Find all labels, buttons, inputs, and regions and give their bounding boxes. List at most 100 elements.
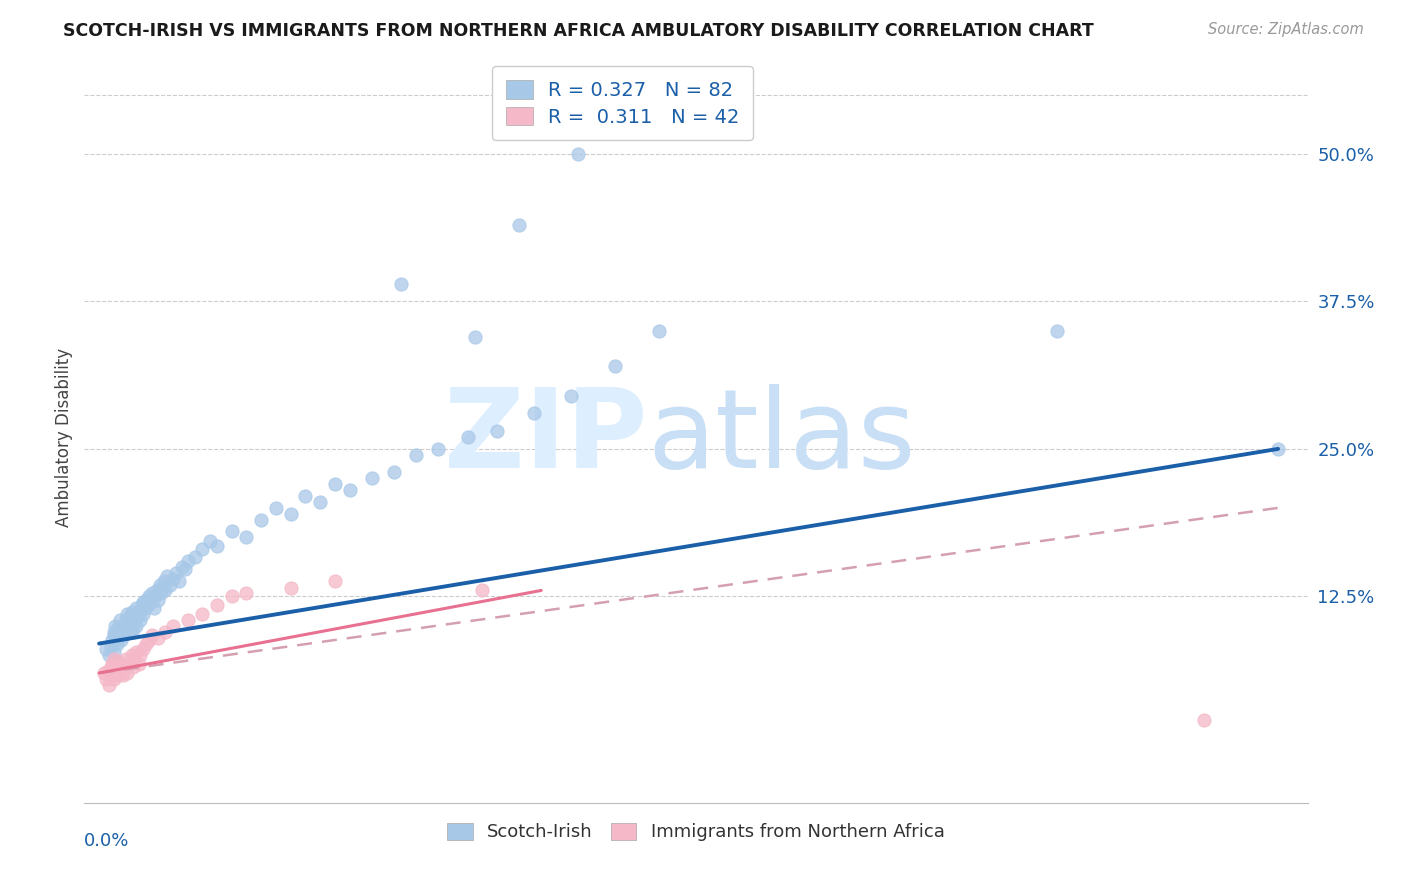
Point [100, 660, 122, 674]
Point [155, 583, 177, 598]
Point [176, 554, 198, 568]
Point [141, 628, 163, 642]
Point [427, 442, 450, 456]
Point [96, 642, 118, 657]
Point [114, 652, 136, 666]
Point [103, 672, 125, 686]
Point [235, 586, 257, 600]
Point [97, 664, 120, 678]
Point [648, 324, 671, 338]
Y-axis label: Ambulatory Disability: Ambulatory Disability [55, 348, 73, 526]
Point [129, 648, 152, 663]
Point [110, 657, 132, 671]
Point [323, 574, 346, 588]
Point [360, 471, 382, 485]
Point [114, 613, 136, 627]
Point [114, 621, 136, 635]
Point [98, 678, 121, 692]
Point [323, 477, 346, 491]
Point [156, 569, 179, 583]
Point [389, 277, 412, 291]
Point [101, 632, 124, 647]
Point [129, 613, 152, 627]
Point [165, 566, 187, 580]
Point [117, 657, 139, 671]
Point [153, 574, 176, 588]
Point [464, 330, 486, 344]
Point [105, 660, 128, 674]
Point [264, 500, 287, 515]
Point [191, 542, 214, 557]
Point [138, 590, 160, 604]
Text: SCOTCH-IRISH VS IMMIGRANTS FROM NORTHERN AFRICA AMBULATORY DISABILITY CORRELATIO: SCOTCH-IRISH VS IMMIGRANTS FROM NORTHERN… [63, 22, 1094, 40]
Point [124, 613, 146, 627]
Point [93, 666, 115, 681]
Point [105, 636, 128, 650]
Point [280, 581, 302, 595]
Point [125, 619, 148, 633]
Point [107, 621, 129, 635]
Point [103, 624, 125, 639]
Point [132, 607, 155, 621]
Point [508, 218, 530, 232]
Point [382, 466, 405, 480]
Point [235, 530, 257, 544]
Point [457, 430, 479, 444]
Point [138, 632, 160, 647]
Point [150, 586, 173, 600]
Point [471, 583, 494, 598]
Point [485, 424, 508, 438]
Point [152, 581, 174, 595]
Point [135, 593, 157, 607]
Point [108, 664, 131, 678]
Point [107, 668, 129, 682]
Point [117, 624, 139, 639]
Point [139, 595, 162, 609]
Point [155, 624, 177, 639]
Point [146, 593, 169, 607]
Point [135, 636, 157, 650]
Point [205, 598, 228, 612]
Point [145, 583, 167, 598]
Point [134, 601, 156, 615]
Point [250, 513, 273, 527]
Text: Source: ZipAtlas.com: Source: ZipAtlas.com [1208, 22, 1364, 37]
Point [115, 607, 138, 621]
Point [121, 624, 143, 639]
Point [146, 631, 169, 645]
Point [159, 577, 181, 591]
Point [205, 539, 228, 553]
Point [127, 609, 149, 624]
Point [107, 631, 129, 645]
Point [101, 657, 124, 671]
Point [136, 598, 159, 612]
Point [118, 609, 141, 624]
Point [128, 605, 150, 619]
Point [125, 645, 148, 659]
Point [103, 645, 125, 659]
Point [108, 613, 131, 627]
Point [141, 586, 163, 600]
Point [567, 147, 589, 161]
Point [111, 668, 134, 682]
Point [111, 619, 134, 633]
Point [523, 407, 546, 421]
Point [405, 448, 427, 462]
Point [122, 621, 145, 635]
Point [103, 628, 125, 642]
Point [221, 524, 243, 539]
Point [115, 666, 138, 681]
Point [117, 616, 139, 631]
Point [100, 668, 122, 682]
Point [191, 607, 214, 621]
Point [125, 601, 148, 615]
Point [1267, 442, 1289, 456]
Point [121, 648, 143, 663]
Point [142, 601, 165, 615]
Point [294, 489, 316, 503]
Point [176, 613, 198, 627]
Point [162, 619, 184, 633]
Point [110, 632, 132, 647]
Point [162, 572, 184, 586]
Point [104, 666, 127, 681]
